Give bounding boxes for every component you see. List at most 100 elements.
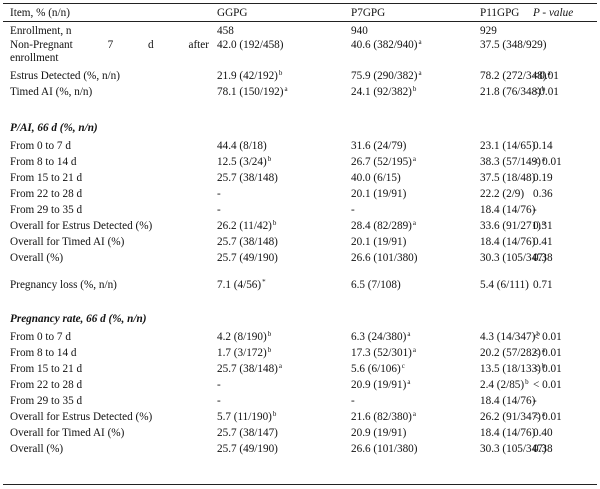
cell-ggpg: 1.7 (3/172)b xyxy=(217,347,271,360)
cell-text: 17.3 (52/301) xyxy=(351,347,412,359)
cell-p11gpg: 20.2 (57/282)a xyxy=(480,347,545,360)
cell-ggpg: - xyxy=(217,204,221,217)
cell-ggpg: 26.2 (11/42)b xyxy=(217,220,276,233)
cell-p7gpg: 940 xyxy=(351,25,368,38)
cell-text: - xyxy=(217,204,221,216)
cell-p7gpg: 5.6 (6/106)c xyxy=(351,363,405,376)
cell-text: From 0 to 7 d xyxy=(10,331,71,343)
cell-text: Non-Pregnant 7 d after xyxy=(10,39,209,51)
cell-label: From 8 to 14 d xyxy=(10,156,77,169)
cell-p11gpg: 5.4 (6/111) xyxy=(480,279,529,292)
cell-ggpg: 25.7 (49/190) xyxy=(217,443,278,456)
cell-text: <0.01 xyxy=(533,70,559,82)
cell-text: 21.9 (42/192) xyxy=(217,70,278,82)
cell-text: 4.2 (8/190) xyxy=(217,331,267,343)
superscript-mark: b xyxy=(525,378,529,386)
cell-p-value: < 0.01 xyxy=(533,379,562,392)
cell-text: 26.6 (101/380) xyxy=(351,443,418,455)
cell-label: Overall (%) xyxy=(10,252,63,265)
cell-text: 0.41 xyxy=(533,236,553,248)
superscript-mark: * xyxy=(262,278,266,286)
cell-label: From 29 to 35 d xyxy=(10,395,82,408)
cell-label: From 8 to 14 d xyxy=(10,347,77,360)
cell-text: 38.3 (57/149) xyxy=(480,156,541,168)
superscript-mark: a xyxy=(412,219,417,227)
cell-text: enrollment xyxy=(10,52,59,64)
cell-text: 20.2 (57/282) xyxy=(480,347,541,359)
cell-label: Enrollment, n xyxy=(10,25,72,38)
cell-text: 24.1 (92/382) xyxy=(351,86,412,98)
cell-text: <0.01 xyxy=(533,86,559,98)
superscript-mark: b xyxy=(412,85,417,93)
cell-text: From 15 to 21 d xyxy=(10,363,83,375)
cell-text: 2.4 (2/85) xyxy=(480,379,525,391)
cell-text: 21.8 (76/348) xyxy=(480,86,541,98)
cell-text: 33.6 (91/271) xyxy=(480,220,541,232)
cell-text: 26.2 (91/347) xyxy=(480,411,541,423)
cell-p-value: 0.40 xyxy=(533,427,553,440)
cell-text: 28.4 (82/289) xyxy=(351,220,412,232)
cell-p-value: < 0.01 xyxy=(533,156,562,169)
superscript-mark: b xyxy=(267,155,272,163)
cell-p7gpg: 17.3 (52/301)a xyxy=(351,347,416,360)
cell-p7gpg: - xyxy=(351,395,355,408)
superscript-mark: a xyxy=(407,378,411,386)
cell-text: < 0.01 xyxy=(533,379,562,391)
cell-p7gpg: 75.9 (290/382)a xyxy=(351,70,422,83)
header-item: Item, % (n/n) xyxy=(10,7,70,19)
cell-text: Overall (%) xyxy=(10,443,64,455)
cell-text: From 8 to 14 d xyxy=(10,347,77,359)
cell-text: From 15 to 21 d xyxy=(10,172,83,184)
cell-text: From 29 to 35 d xyxy=(10,395,83,407)
cell-text: 40.0 (6/15) xyxy=(351,172,401,184)
table-header-rule xyxy=(3,21,597,22)
cell-ggpg: - xyxy=(217,395,221,408)
cell-text: 20.1 (19/91) xyxy=(351,236,407,248)
cell-label: From 22 to 28 d xyxy=(10,379,82,392)
cell-text: 0.14 xyxy=(533,140,553,152)
cell-p11gpg: 30.3 (105/347) xyxy=(480,252,547,265)
cell-text: 5.4 (6/111) xyxy=(480,279,529,291)
cell-text: 6.5 (7/108) xyxy=(351,279,401,291)
cell-p-value: 0.19 xyxy=(533,172,553,185)
cell-text: 44.4 (8/18) xyxy=(217,140,267,152)
cell-text: Timed AI (%, n/n) xyxy=(10,86,93,98)
superscript-mark: b xyxy=(272,219,277,227)
cell-p11gpg: 21.8 (76/348)b xyxy=(480,86,545,99)
cell-text: - xyxy=(351,204,355,216)
cell-p7gpg: 20.1 (19/91) xyxy=(351,236,406,249)
cell-text: From 22 to 28 d xyxy=(10,379,83,391)
cell-text: 40.6 (382/940) xyxy=(351,39,418,51)
cell-text: 0.31 xyxy=(533,220,553,232)
table-top-rule xyxy=(3,3,597,4)
cell-ggpg: - xyxy=(217,188,221,201)
superscript-mark: a xyxy=(547,69,551,77)
cell-label: From 29 to 35 d xyxy=(10,204,82,217)
cell-text: Estrus Detected (%, n/n) xyxy=(10,70,120,82)
cell-text: - xyxy=(217,379,221,391)
cell-text: 0.40 xyxy=(533,427,553,439)
superscript-mark: b xyxy=(278,69,283,77)
cell-p11gpg: 37.5 (348/929) xyxy=(480,39,547,52)
cell-label: From 22 to 28 d xyxy=(10,188,82,201)
superscript-mark: c xyxy=(401,362,405,370)
cell-ggpg: 12.5 (3/24)b xyxy=(217,156,271,169)
cell-text: 929 xyxy=(480,25,497,37)
cell-label: Overall for Estrus Detected (%) xyxy=(10,220,152,233)
cell-ggpg: 25.7 (38/148) xyxy=(217,236,278,249)
section-title: Pregnancy rate, 66 d (%, n/n) xyxy=(10,313,147,325)
cell-text: 13.5 (18/133) xyxy=(480,363,541,375)
cell-text: 0.36 xyxy=(533,188,553,200)
cell-text: 18.4 (14/76) xyxy=(480,427,536,439)
cell-p-value: 0.38 xyxy=(533,252,553,265)
cell-ggpg: 25.7 (49/190) xyxy=(217,252,278,265)
superscript-mark: b xyxy=(536,330,540,338)
cell-text: 25.7 (38/147) xyxy=(217,427,278,439)
cell-p11gpg: 2.4 (2/85)b xyxy=(480,379,529,392)
cell-text: 18.4 (14/76) xyxy=(480,395,536,407)
cell-p-value: < 0.01 xyxy=(533,363,562,376)
cell-text: 25.7 (38/148) xyxy=(217,236,278,248)
cell-text: 37.5 (18/48) xyxy=(480,172,536,184)
cell-text: 25.7 (38/148) xyxy=(217,363,278,375)
cell-p11gpg: 22.2 (2/9) xyxy=(480,188,524,201)
